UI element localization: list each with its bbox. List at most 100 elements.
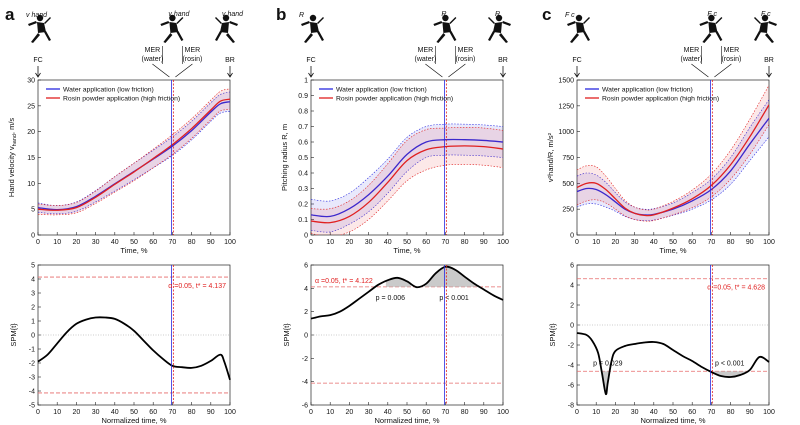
panel-c-pitcher-mer-icon-head: [708, 14, 715, 22]
panel-c-top-ytick-label: 500: [562, 181, 574, 188]
panel-c-event-mer-arrows: [691, 63, 732, 78]
panel-c-spm-xtick-label: 0: [575, 409, 579, 416]
panel-b-spm-ytick-label: -2: [302, 356, 308, 363]
panel-b-event-fc: FC: [306, 57, 315, 64]
panel-a-spm-xtick-label: 20: [73, 409, 81, 416]
panel-b-pitcher-fc-icon-arms: [301, 17, 324, 26]
panel-c-band-upper-water: [577, 99, 769, 210]
panel-c-top-ytick-label: 250: [562, 207, 574, 214]
panel-c-spm-stat-label: α =0.05, t* = 4.628: [707, 285, 765, 292]
panel-a-top-xtick-label: 30: [92, 239, 100, 246]
panel-b-spm-xlabel: Normalized time, %: [374, 416, 439, 425]
panel-b-spm-xtick-label: 50: [403, 409, 411, 416]
panel-a-spm-ytick-label: 4: [31, 277, 35, 284]
panel-a-pitcher-mer-icon-torso: [169, 22, 179, 33]
panel-b-pitcher-br-icon-legs: [488, 31, 508, 43]
panel-b-pitcher-mer-icon: [433, 14, 457, 43]
panel-a-event-br-arrow: [227, 66, 233, 78]
panel-b-spm-cluster-p-0: p = 0.006: [376, 295, 405, 302]
panel-b-pitcher-fc-icon: [301, 14, 324, 43]
panel-b-top-ylabel: Pitching radius R, m: [280, 124, 289, 191]
panel-c-spm-xtick-label: 40: [650, 409, 658, 416]
panel-c-spm-xtick-label: 20: [612, 409, 620, 416]
panel-c-spm-xtick-label: 50: [669, 409, 677, 416]
panel-b-pitcher-fc-icon-head: [309, 14, 317, 22]
panel-a-spm-ytick-label: 0: [31, 333, 35, 340]
panel-b: b: [276, 5, 286, 24]
panel-b-mean-line-rosin: [311, 145, 503, 224]
panel-b-spm-cluster-0: [385, 277, 411, 287]
panel-b-spm-curve: [310, 265, 504, 320]
panel-b-spm-xtick-label: 70: [442, 409, 450, 416]
panel-c-pitcher-fc-icon-arms: [567, 17, 590, 26]
panel-a-spm-ytick-label: 1: [31, 319, 35, 326]
panel-b-top-xtick-label: 70: [442, 239, 450, 246]
panel-a-spm-xtick-label: 50: [130, 409, 138, 416]
panel-c-pitcher-br-icon-torso: [759, 22, 768, 33]
panel-a-spm-xtick-label: 80: [188, 409, 196, 416]
panel-b-top-xtick-label: 10: [326, 239, 334, 246]
panel-c-top-ytick-label: 750: [562, 155, 574, 162]
panel-c-spm-ytick-label: -2: [568, 343, 574, 350]
panel-a-event-fc-arrow: [35, 66, 41, 78]
panel-c-top-ytick-label: 1000: [558, 129, 574, 136]
panel-a-spm-ylabel: SPM{t}: [9, 323, 18, 347]
panel-b-pitcher-fc-icon-torso: [310, 22, 319, 33]
panel-c-pitcher-mer-icon: [699, 14, 723, 43]
panel-b-top-series: [311, 123, 503, 235]
panel-b-top-ytick-label: 1: [304, 78, 308, 85]
panel-b-spm-xtick-label: 0: [309, 409, 313, 416]
panel-a: a: [5, 5, 15, 24]
panel-b-top-xtick-label: 40: [384, 239, 392, 246]
panel-a-top-ytick-label: 25: [27, 103, 35, 110]
panel-b-spm-xtick-label: 100: [497, 409, 509, 416]
panel-a-icon-label-mer: v hand: [168, 11, 190, 18]
panel-c-top-xlabel: Time, %: [659, 246, 687, 255]
panel-b-top-ytick-label: 0.3: [298, 186, 308, 193]
panel-a-legend-water: Water application (low friction): [63, 87, 154, 94]
panel-b-band-upper-rosin: [311, 126, 503, 210]
panel-a-pitcher-br-icon-arms: [215, 17, 238, 26]
panel-c-icon-label-mer: F c: [707, 11, 717, 18]
panel-b-top-ytick-label: 0.2: [298, 202, 308, 209]
panel-b-icon-label-mer: R: [441, 11, 446, 18]
panel-c-pitcher-mer-icon-arms: [699, 17, 723, 26]
panel-a-top-xtick-label: 40: [111, 239, 119, 246]
panel-c-spm-ytick-label: -6: [568, 383, 574, 390]
panel-a-top-xtick-label: 60: [149, 239, 157, 246]
panel-a-event-mer-water-note: (water): [142, 56, 164, 63]
panel-b-top-ytick-label: 0.8: [298, 109, 308, 116]
panel-a-top-xtick-label: 50: [130, 239, 138, 246]
panel-a-pitcher-fc-icon-arms: [28, 17, 51, 26]
panel-b-top-ytick-label: 0.7: [298, 124, 308, 131]
panel-b-spm-xtick-label: 30: [365, 409, 373, 416]
panel-a-pitcher-br-icon-torso: [220, 22, 229, 33]
panel-a-spm-xtick-label: 100: [224, 409, 236, 416]
panel-a-pitcher-br-icon: [215, 14, 238, 43]
panel-c-spm-xtick-label: 90: [746, 409, 754, 416]
panel-b-top-ytick-label: 0.9: [298, 93, 308, 100]
panel-c-pitcher-br-icon: [754, 14, 777, 43]
panel-b-spm-xtick-label: 60: [422, 409, 430, 416]
panel-a-spm-ytick-label: -2: [29, 361, 35, 368]
panel-a-top-ytick-label: 15: [27, 155, 35, 162]
panel-c-top-xtick-label: 40: [650, 239, 658, 246]
panel-a-charts: FC BR MER (water) MER (rosin) v hand v hand v ha…: [7, 11, 244, 425]
panel-c-pitcher-br-icon-head: [761, 14, 769, 22]
panel-a-band-lower-rosin: [38, 109, 230, 216]
panel-c-spm-xtick-label: 70: [708, 409, 716, 416]
panel-b-event-mer-water: MER: [418, 47, 434, 54]
panel-a-band-upper-water: [38, 91, 230, 206]
panel-a-spm-curve: [37, 316, 231, 381]
panel-c-top-xtick-label: 0: [575, 239, 579, 246]
panel-b-spm-ytick-label: 6: [304, 263, 308, 270]
panel-c-legend-rosin: Rosin powder application (high friction): [602, 96, 719, 103]
panel-c-band-lower-water: [577, 136, 769, 221]
panel-c-top-xtick-label: 20: [612, 239, 620, 246]
panel-c-pitcher-mer-icon-torso: [708, 22, 718, 33]
panel-c-top-xtick-label: 80: [727, 239, 735, 246]
panel-a-spm-xtick-label: 60: [149, 409, 157, 416]
panel-a-top-xtick-label: 20: [73, 239, 81, 246]
